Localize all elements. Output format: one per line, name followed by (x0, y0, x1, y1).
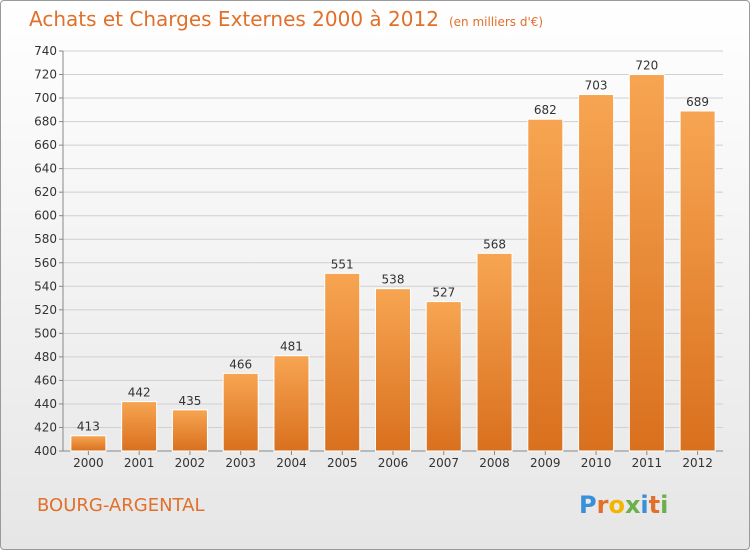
bar-value-label: 435 (178, 394, 201, 408)
x-tick-label: 2007 (428, 456, 459, 470)
bar-value-label: 527 (432, 286, 455, 300)
bar (476, 252, 513, 452)
bar-value-label: 538 (382, 273, 405, 287)
bar-value-label: 682 (534, 103, 557, 117)
bar (222, 372, 259, 452)
bar-value-label: 689 (686, 95, 709, 109)
x-tick-label: 2001 (124, 456, 155, 470)
x-tick-label: 2003 (225, 456, 256, 470)
y-tick-label: 720 (34, 68, 57, 82)
bar-value-label: 703 (585, 79, 608, 93)
bar-value-label: 568 (483, 237, 506, 251)
y-tick-label: 660 (34, 138, 57, 152)
bar (374, 288, 412, 452)
x-tick-label: 2006 (378, 456, 409, 470)
x-tick-label: 2005 (327, 456, 358, 470)
bar (121, 401, 158, 452)
bar-value-label: 720 (635, 59, 658, 73)
y-tick-label: 680 (34, 115, 57, 129)
logo-letter: i (640, 491, 649, 519)
bar-value-label: 442 (128, 386, 151, 400)
y-tick-label: 700 (34, 91, 57, 105)
proxiti-logo: Proxiti (579, 491, 668, 519)
town-name: BOURG-ARGENTAL (37, 495, 205, 516)
bar (578, 94, 615, 452)
bar-value-label: 466 (229, 357, 252, 371)
y-tick-label: 460 (34, 373, 57, 387)
bar (171, 409, 208, 452)
x-tick-label: 2012 (682, 456, 713, 470)
x-tick-label: 2000 (73, 456, 104, 470)
x-tick-label: 2011 (632, 456, 663, 470)
bar (628, 74, 665, 452)
y-tick-label: 520 (34, 303, 57, 317)
y-tick-label: 560 (34, 256, 57, 270)
bar-value-label: 481 (280, 340, 303, 354)
y-tick-label: 500 (34, 326, 57, 340)
y-tick-label: 740 (34, 44, 57, 58)
logo-letter: t (648, 491, 661, 519)
bar (273, 355, 310, 452)
bar (527, 118, 564, 452)
x-tick-label: 2004 (276, 456, 307, 470)
y-tick-label: 400 (34, 444, 57, 458)
logo-letter: x (624, 491, 641, 519)
logo-letter: P (579, 491, 597, 519)
x-tick-label: 2008 (479, 456, 510, 470)
x-tick-label: 2010 (581, 456, 612, 470)
bar-value-label: 551 (331, 257, 354, 271)
chart-title-text: Achats et Charges Externes 2000 à 2012 (29, 7, 439, 31)
logo-letter: i (660, 491, 669, 519)
chart-unit: (en milliers d'€) (448, 15, 544, 29)
y-tick-label: 640 (34, 162, 57, 176)
logo-letter: o (608, 491, 625, 519)
y-tick-label: 600 (34, 209, 57, 223)
bar (70, 435, 107, 452)
y-tick-label: 480 (34, 350, 57, 364)
x-tick-label: 2002 (175, 456, 206, 470)
bar (324, 272, 361, 452)
x-tick-label: 2009 (530, 456, 561, 470)
logo-letter: r (596, 491, 609, 519)
y-tick-label: 440 (34, 397, 57, 411)
y-tick-label: 540 (34, 279, 57, 293)
bar (425, 301, 462, 452)
bar-value-label: 413 (77, 420, 100, 434)
bar (679, 110, 716, 452)
chart-title: Achats et Charges Externes 2000 à 2012 (e… (29, 7, 543, 31)
y-tick-label: 580 (34, 232, 57, 246)
y-tick-label: 620 (34, 185, 57, 199)
y-tick-label: 420 (34, 420, 57, 434)
